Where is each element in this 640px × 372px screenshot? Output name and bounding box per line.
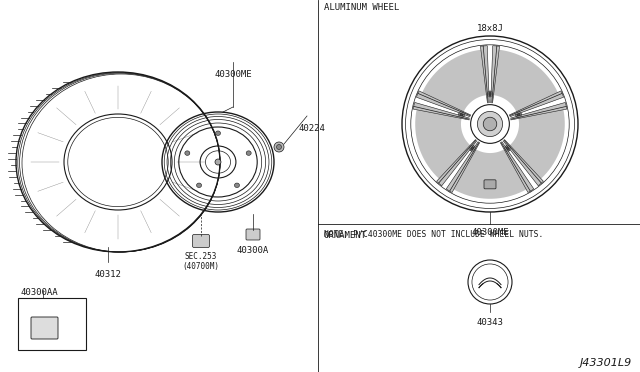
Text: 40300ME: 40300ME — [471, 228, 509, 237]
Circle shape — [471, 147, 474, 150]
Text: 40300AA: 40300AA — [20, 288, 58, 297]
Polygon shape — [436, 140, 477, 186]
Text: 40312: 40312 — [95, 270, 122, 279]
Circle shape — [487, 91, 493, 97]
Ellipse shape — [234, 183, 239, 187]
Ellipse shape — [185, 151, 190, 155]
Text: SEC.253
(40700M): SEC.253 (40700M) — [182, 252, 220, 272]
Circle shape — [460, 113, 463, 116]
FancyBboxPatch shape — [31, 317, 58, 339]
Bar — [18, 298, 86, 350]
Text: 18x8J: 18x8J — [477, 24, 504, 33]
Polygon shape — [413, 102, 470, 120]
Circle shape — [458, 112, 465, 118]
Polygon shape — [415, 110, 470, 179]
Polygon shape — [481, 46, 489, 103]
Polygon shape — [493, 50, 558, 112]
Polygon shape — [500, 142, 534, 192]
Text: J43301L9: J43301L9 — [580, 358, 632, 368]
Ellipse shape — [216, 131, 221, 135]
Circle shape — [504, 145, 511, 151]
Polygon shape — [422, 50, 486, 112]
Circle shape — [506, 147, 509, 150]
Polygon shape — [417, 91, 470, 117]
Text: 40343: 40343 — [477, 318, 504, 327]
FancyBboxPatch shape — [246, 229, 260, 240]
Polygon shape — [491, 46, 500, 103]
Circle shape — [488, 93, 492, 96]
Polygon shape — [446, 142, 479, 192]
Text: NOTE; P/C40300ME DOES NOT INCLUDE WHEEL NUTS.: NOTE; P/C40300ME DOES NOT INCLUDE WHEEL … — [324, 230, 543, 239]
Circle shape — [517, 113, 520, 116]
Polygon shape — [509, 91, 564, 117]
Circle shape — [215, 159, 221, 165]
Polygon shape — [454, 150, 526, 199]
Polygon shape — [511, 102, 567, 120]
Text: 40224: 40224 — [299, 124, 325, 133]
Text: ORNAMENT: ORNAMENT — [324, 231, 367, 240]
Polygon shape — [503, 140, 543, 186]
Circle shape — [276, 144, 282, 150]
Text: ALUMINUM WHEEL: ALUMINUM WHEEL — [324, 3, 399, 12]
Circle shape — [516, 112, 522, 118]
Circle shape — [274, 142, 284, 152]
FancyBboxPatch shape — [193, 234, 209, 247]
Text: 40300ME: 40300ME — [214, 70, 252, 79]
Ellipse shape — [196, 183, 202, 187]
Text: 40300A: 40300A — [237, 246, 269, 255]
Ellipse shape — [246, 151, 251, 155]
FancyBboxPatch shape — [484, 180, 496, 189]
Circle shape — [469, 145, 476, 151]
Polygon shape — [510, 110, 564, 179]
Circle shape — [477, 112, 502, 137]
Circle shape — [483, 117, 497, 131]
